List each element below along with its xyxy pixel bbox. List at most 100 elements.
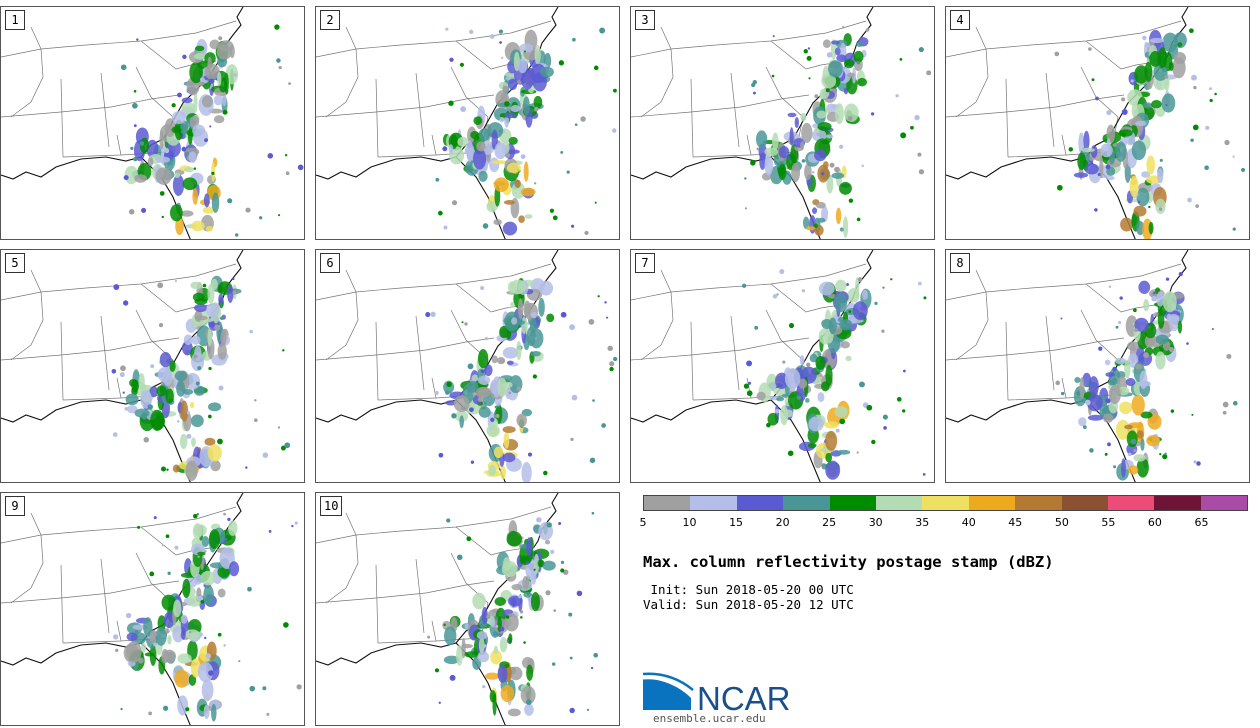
- reflectivity-speck: [285, 171, 290, 176]
- reflectivity-speck: [1190, 138, 1194, 142]
- reflectivity-speck: [1104, 452, 1108, 456]
- colorbar-segment: [875, 496, 923, 510]
- reflectivity-speck: [1098, 346, 1103, 351]
- reflectivity-speck: [1115, 325, 1119, 329]
- state-boundary: [316, 106, 427, 118]
- reflectivity-cell: [524, 703, 534, 716]
- reflectivity-cell: [485, 672, 500, 680]
- reflectivity-cell: [197, 662, 214, 683]
- reflectivity-cell: [1155, 351, 1166, 370]
- reflectivity-cell: [193, 91, 198, 113]
- reflectivity-cell: [1088, 376, 1099, 396]
- colorbar-tick-label: 5: [639, 516, 647, 529]
- reflectivity-cell: [1134, 317, 1149, 332]
- reflectivity-cell: [207, 327, 212, 347]
- reflectivity-speck: [284, 154, 288, 157]
- reflectivity-cell: [857, 77, 868, 87]
- reflectivity-speck: [232, 277, 235, 281]
- reflectivity-speck: [1055, 380, 1061, 386]
- reflectivity-cell: [821, 73, 837, 89]
- reflectivity-speck: [890, 278, 893, 281]
- reflectivity-cell: [444, 626, 457, 646]
- reflectivity-speck: [449, 674, 456, 681]
- reflectivity-speck: [574, 123, 578, 127]
- reflectivity-speck: [1161, 67, 1168, 73]
- reflectivity-speck: [498, 29, 504, 34]
- reflectivity-cell: [1177, 42, 1183, 47]
- reflectivity-speck: [569, 707, 575, 714]
- reflectivity-cell: [208, 402, 222, 412]
- reflectivity-speck: [519, 610, 524, 614]
- reflectivity-cell: [838, 181, 852, 195]
- reflectivity-speck: [467, 363, 474, 370]
- reflectivity-speck: [218, 36, 223, 41]
- state-boundary: [1045, 315, 1055, 391]
- reflectivity-speck: [560, 150, 564, 154]
- reflectivity-cell: [201, 95, 214, 108]
- reflectivity-cell: [825, 134, 834, 139]
- reflectivity-speck: [153, 642, 157, 647]
- reflectivity-cell: [180, 210, 194, 217]
- reflectivity-cell: [207, 444, 222, 462]
- reflectivity-speck: [571, 394, 578, 401]
- reflectivity-cell: [502, 452, 516, 463]
- state-boundary: [1005, 78, 1009, 158]
- reflectivity-speck: [449, 57, 454, 62]
- reflectivity-speck: [217, 632, 222, 637]
- reflectivity-speck: [1164, 74, 1169, 79]
- reflectivity-speck: [111, 369, 117, 374]
- reflectivity-speck: [442, 146, 448, 152]
- reflectivity-cell: [542, 560, 556, 571]
- reflectivity-speck: [249, 329, 253, 334]
- reflectivity-cell: [476, 630, 488, 640]
- reflectivity-speck: [796, 395, 801, 400]
- reflectivity-cell: [478, 406, 491, 418]
- reflectivity-speck: [247, 586, 252, 592]
- state-boundary: [1, 349, 112, 361]
- reflectivity-speck: [771, 74, 775, 78]
- reflectivity-speck: [883, 426, 887, 430]
- reflectivity-speck: [182, 54, 187, 60]
- reflectivity-cell: [530, 591, 540, 612]
- reflectivity-speck: [1091, 78, 1095, 82]
- reflectivity-cell: [445, 400, 457, 406]
- reflectivity-speck: [133, 124, 137, 128]
- reflectivity-speck: [122, 391, 125, 394]
- reflectivity-speck: [430, 311, 436, 318]
- reflectivity-cell: [518, 215, 525, 223]
- reflectivity-speck: [1188, 28, 1194, 34]
- reflectivity-speck: [861, 295, 864, 298]
- reflectivity-cell: [539, 280, 554, 296]
- reflectivity-cell: [825, 460, 841, 480]
- state-boundary: [1005, 321, 1009, 401]
- member-number: 10: [320, 496, 343, 516]
- state-boundary: [1080, 66, 1119, 118]
- reflectivity-speck: [489, 34, 495, 39]
- reflectivity-speck: [1209, 98, 1213, 103]
- reflectivity-speck: [1164, 452, 1167, 456]
- reflectivity-speck: [1193, 460, 1197, 464]
- member-number: 9: [5, 496, 25, 516]
- reflectivity-cell: [217, 588, 226, 598]
- reflectivity-speck: [591, 511, 595, 515]
- reflectivity-speck: [570, 437, 574, 442]
- reflectivity-cell: [1127, 341, 1140, 351]
- reflectivity-speck: [137, 525, 141, 529]
- reflectivity-speck: [917, 152, 922, 157]
- state-boundary: [1, 506, 237, 544]
- reflectivity-speck: [470, 460, 475, 464]
- reflectivity-cell: [1126, 430, 1138, 448]
- reflectivity-cell: [787, 112, 797, 118]
- reflectivity-cell: [1124, 424, 1133, 430]
- reflectivity-speck: [288, 82, 291, 85]
- reflectivity-cell: [515, 320, 526, 325]
- colorbar-tick-label: 10: [682, 516, 697, 529]
- member-panel: 7: [630, 249, 935, 483]
- reflectivity-speck: [1158, 207, 1163, 211]
- reflectivity-speck: [123, 300, 129, 306]
- reflectivity-speck: [480, 286, 485, 291]
- reflectivity-cell: [814, 149, 827, 162]
- reflectivity-cell: [182, 177, 198, 191]
- reflectivity-speck: [469, 29, 474, 35]
- reflectivity-cell: [1083, 130, 1090, 151]
